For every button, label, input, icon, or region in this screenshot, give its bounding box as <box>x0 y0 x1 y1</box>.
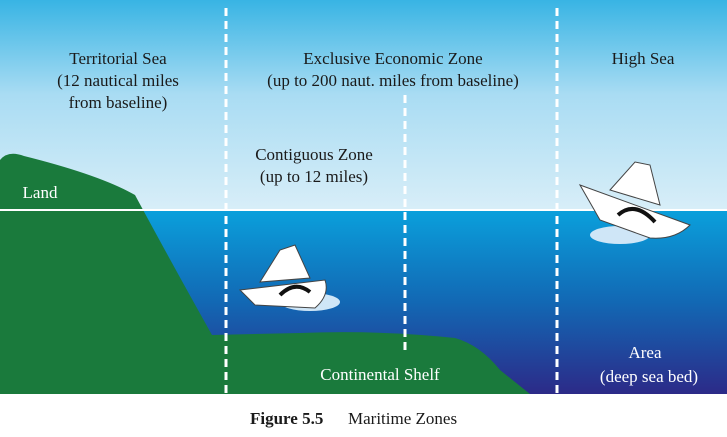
zone-label: (up to 200 naut. miles from baseline) <box>267 71 519 90</box>
zone-label: Contiguous Zone <box>255 145 373 164</box>
zone-label: Territorial Sea <box>69 49 167 68</box>
zone-boundaries <box>224 8 559 394</box>
land <box>0 153 530 394</box>
zone-label: (12 nautical miles <box>57 71 179 90</box>
caption-number: Figure 5.5 <box>250 409 323 428</box>
zone-label: (up to 12 miles) <box>260 167 368 186</box>
caption-title: Maritime Zones <box>348 409 457 428</box>
zone-label: from baseline) <box>69 93 168 112</box>
land-label: Land <box>23 183 58 202</box>
ship <box>578 161 691 244</box>
zone-label: Exclusive Economic Zone <box>303 49 482 68</box>
area-label: Area <box>628 343 661 362</box>
sky <box>0 0 727 210</box>
shelf-label: Continental Shelf <box>320 365 440 384</box>
zone-label: High Sea <box>612 49 675 68</box>
ship <box>238 244 340 311</box>
area-label: (deep sea bed) <box>600 367 698 386</box>
